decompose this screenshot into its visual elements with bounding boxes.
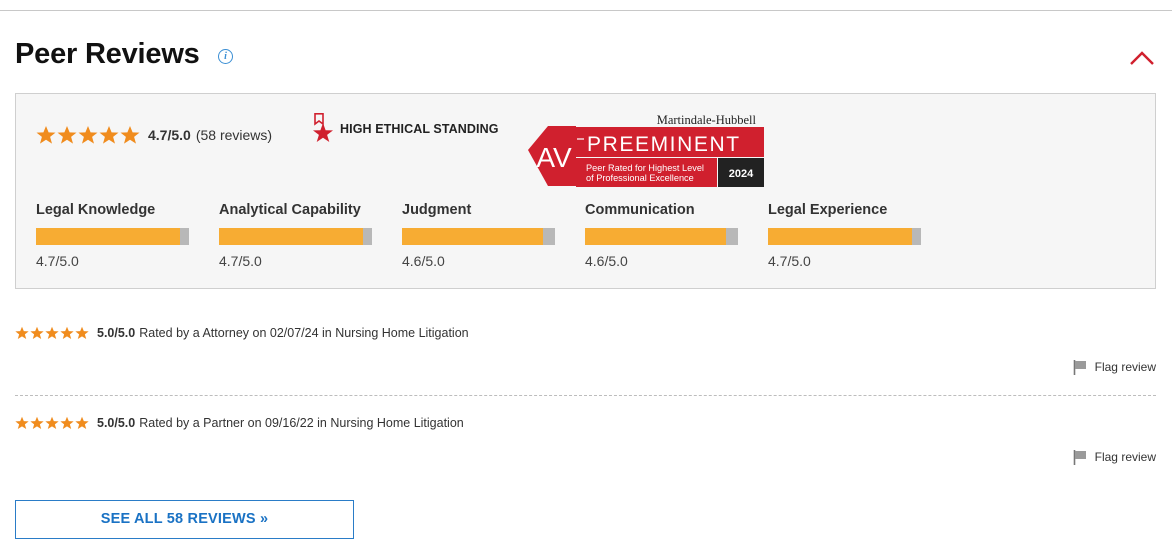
info-icon[interactable]: i (218, 49, 233, 64)
category-legal-knowledge: Legal Knowledge 4.7/5.0 (36, 202, 189, 269)
collapse-button[interactable] (1127, 42, 1157, 72)
category-score: 4.6/5.0 (402, 253, 445, 269)
category-score: 4.7/5.0 (768, 253, 811, 269)
review-divider (15, 395, 1156, 396)
ethical-standing-badge: HIGH ETHICAL STANDING (312, 113, 499, 145)
category-bar (585, 228, 738, 245)
star-icon (99, 126, 119, 144)
star-icon (57, 126, 77, 144)
category-legal-experience: Legal Experience 4.7/5.0 (768, 202, 921, 269)
star-icon (78, 126, 98, 144)
category-judgment: Judgment 4.6/5.0 (402, 202, 555, 269)
review-meta: Rated by a Partner on 09/16/22 in Nursin… (139, 416, 464, 430)
section-header: Peer Reviews i (15, 36, 1157, 76)
category-label: Legal Experience (768, 202, 888, 218)
review-score: 5.0/5.0 (97, 416, 136, 430)
review-item: 5.0/5.0 Rated by a Attorney on 02/07/24 … (15, 325, 1156, 395)
category-communication: Communication 4.6/5.0 (585, 202, 738, 269)
category-bar (768, 228, 921, 245)
overall-rating: 4.7/5.0 (58 reviews) (36, 124, 272, 146)
category-bar (402, 228, 555, 245)
av-preeminent-badge: Martindale-Hubbell AV PREEMINENT Peer Ra… (512, 110, 766, 190)
category-bar-fill (768, 228, 912, 245)
category-bar-fill (585, 228, 726, 245)
overall-score: 4.7/5.0 (148, 127, 191, 143)
star-icon (120, 126, 140, 144)
ethical-standing-label: HIGH ETHICAL STANDING (340, 122, 499, 136)
star-icon (60, 416, 74, 430)
review-summary: 5.0/5.0 Rated by a Attorney on 02/07/24 … (15, 325, 469, 341)
category-score: 4.6/5.0 (585, 253, 628, 269)
category-bar (36, 228, 189, 245)
star-ribbon-icon (313, 113, 333, 142)
review-meta: Rated by a Attorney on 02/07/24 in Nursi… (139, 326, 469, 340)
category-label: Analytical Capability (219, 202, 361, 218)
section-title: Peer Reviews (15, 38, 200, 70)
category-bar-fill (36, 228, 180, 245)
category-analytical-capability: Analytical Capability 4.7/5.0 (219, 202, 372, 269)
star-icon (45, 416, 59, 430)
category-score: 4.7/5.0 (36, 253, 79, 269)
star-icon (30, 416, 44, 430)
chevron-up-icon (1130, 51, 1154, 65)
av-badge-graphic: Martindale-Hubbell AV PREEMINENT Peer Ra… (528, 113, 764, 187)
category-score: 4.7/5.0 (219, 253, 262, 269)
review-item: 5.0/5.0 Rated by a Partner on 09/16/22 i… (15, 415, 1156, 485)
category-label: Judgment (402, 202, 472, 218)
review-score: 5.0/5.0 (97, 326, 136, 340)
category-bar (219, 228, 372, 245)
category-bar-fill (219, 228, 363, 245)
av-rating: PREEMINENT (587, 133, 741, 156)
av-brand: Martindale-Hubbell (657, 113, 757, 127)
category-bar-fill (402, 228, 543, 245)
rating-summary: 4.7/5.0 (58 reviews) HIGH ETHICAL STANDI… (15, 93, 1156, 289)
see-all-reviews-button[interactable]: SEE ALL 58 REVIEWS » (15, 500, 354, 539)
star-icon (75, 326, 89, 340)
star-icon (60, 326, 74, 340)
flag-review-label: Flag review (1094, 360, 1156, 374)
review-stars (15, 416, 89, 430)
star-icon (45, 326, 59, 340)
flag-icon (1073, 360, 1086, 375)
review-count: (58 reviews) (195, 127, 273, 143)
star-icon (15, 416, 29, 430)
overall-stars (36, 125, 140, 145)
category-label: Legal Knowledge (36, 202, 156, 218)
star-icon (36, 126, 56, 144)
av-year: 2024 (729, 168, 754, 180)
review-stars (15, 326, 89, 340)
review-summary: 5.0/5.0 Rated by a Partner on 09/16/22 i… (15, 415, 464, 431)
flag-review-label: Flag review (1094, 450, 1156, 464)
av-description-1: Peer Rated for Highest Level (586, 163, 704, 173)
av-mark: AV (536, 142, 572, 173)
star-icon (30, 326, 44, 340)
flag-icon (1073, 450, 1086, 465)
flag-review-button[interactable]: Flag review (1072, 359, 1156, 375)
star-icon (75, 416, 89, 430)
star-icon (15, 326, 29, 340)
av-description-2: of Professional Excellence (586, 173, 694, 183)
category-label: Communication (585, 202, 695, 218)
top-divider (0, 10, 1172, 11)
flag-review-button[interactable]: Flag review (1072, 449, 1156, 465)
